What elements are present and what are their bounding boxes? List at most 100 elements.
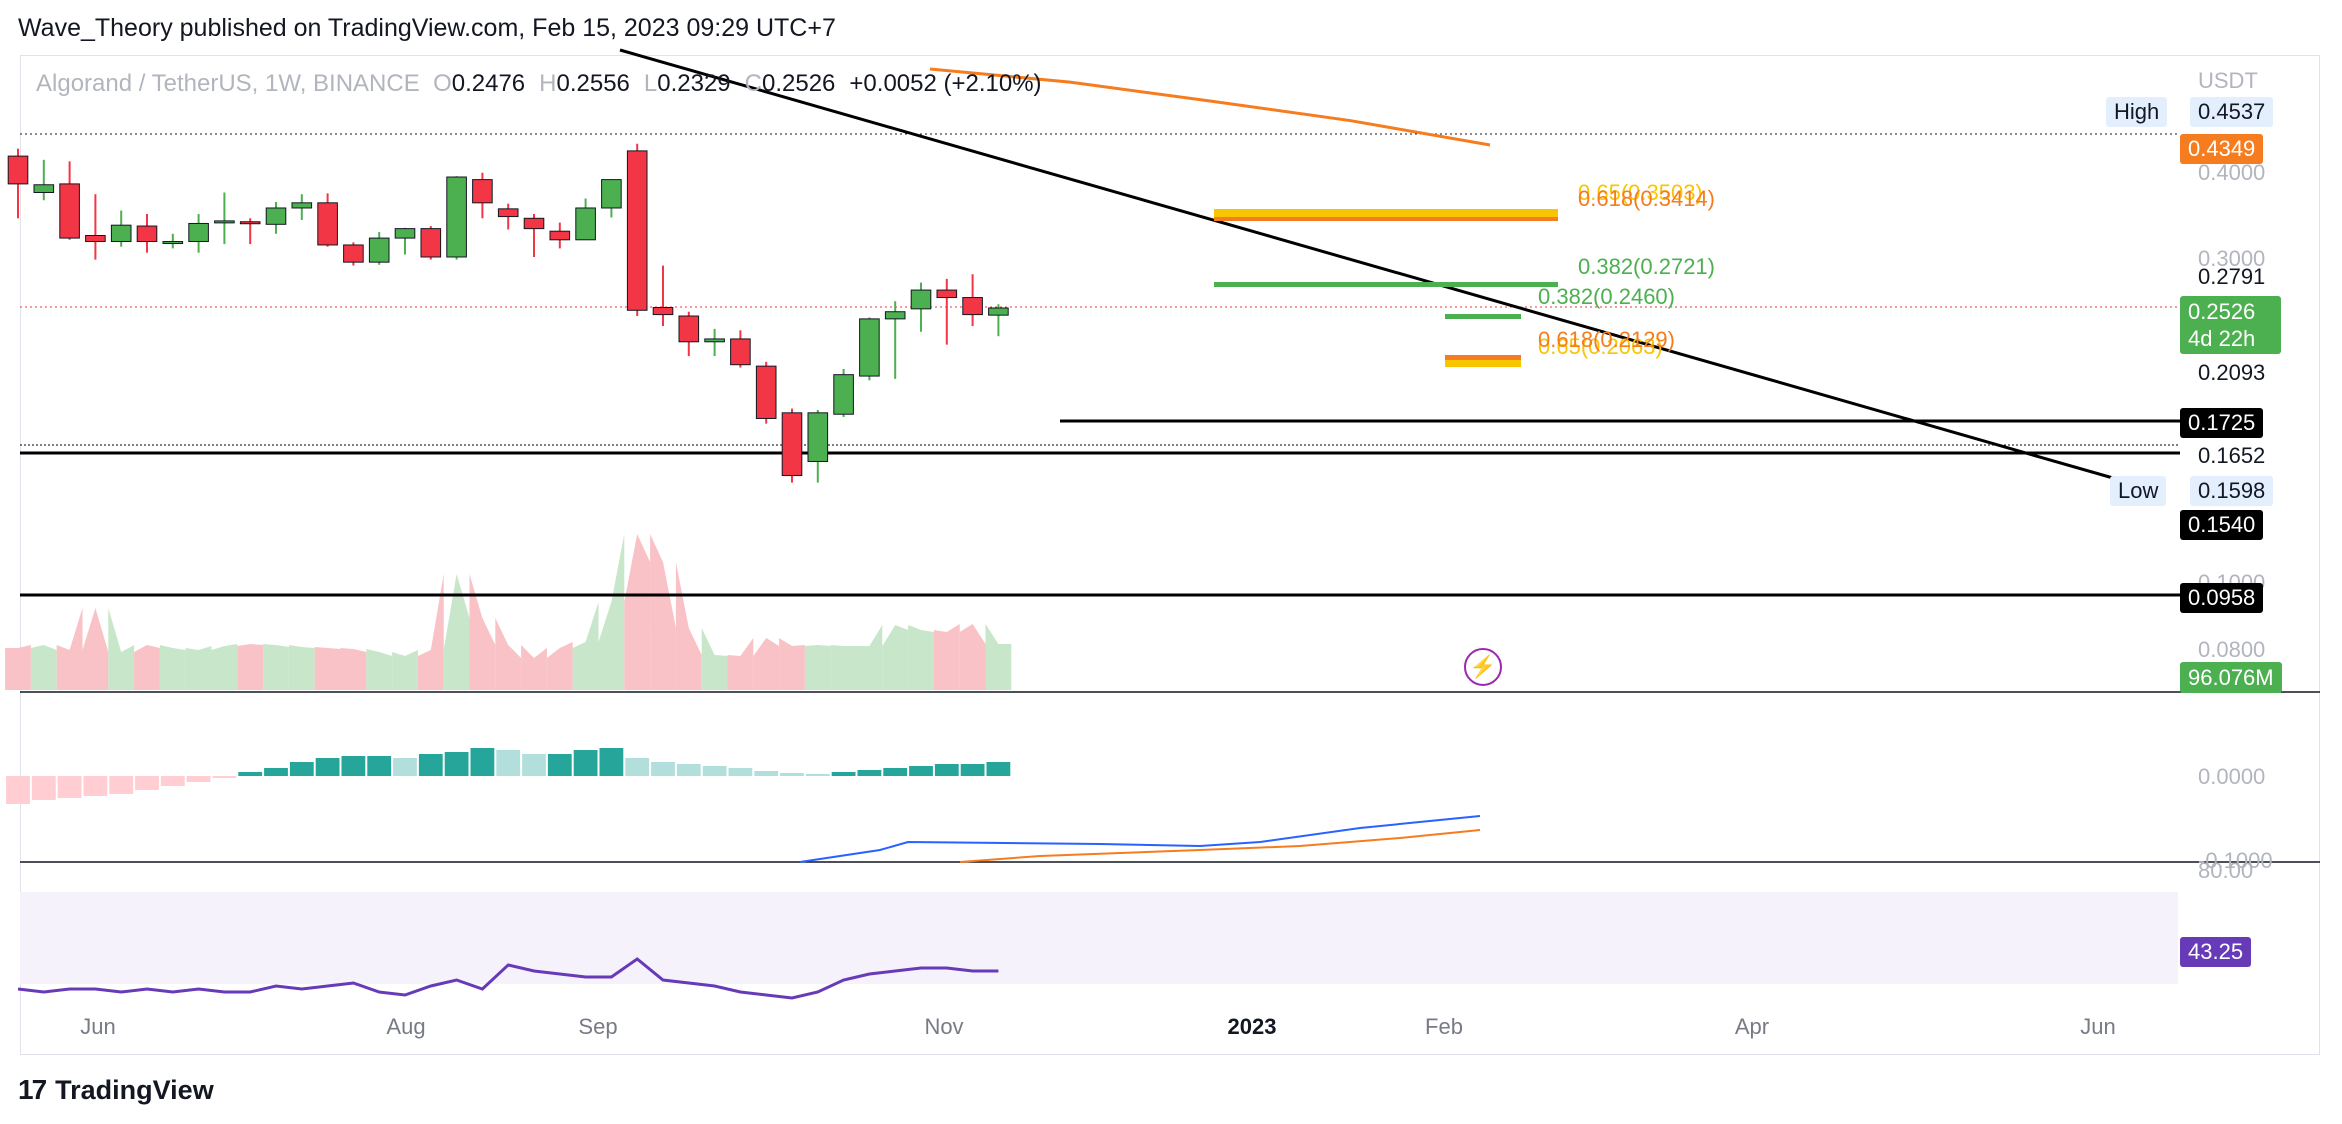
price-tick-04: 0.4000 xyxy=(2198,160,2266,185)
candle-body xyxy=(781,412,803,477)
macd-pane xyxy=(6,748,1481,863)
low-marker-label: Low xyxy=(2110,476,2167,506)
candle-body xyxy=(678,315,700,343)
level-0-1725: 0.1725 xyxy=(2180,408,2264,438)
low-marker-value: 0.1598 xyxy=(2190,476,2274,506)
volume-bar xyxy=(288,645,315,690)
rsi-pane xyxy=(17,957,999,1000)
fib-label-0618-bottom: 0.618(0.2129) xyxy=(1538,327,1675,352)
volume-bar xyxy=(82,608,109,690)
macd-bar xyxy=(418,754,443,776)
chart-frame[interactable] xyxy=(20,55,2320,1055)
candle-body xyxy=(549,230,571,241)
open-value: 0.2476 xyxy=(451,70,526,97)
volume-bar xyxy=(56,608,83,690)
volume-bar xyxy=(908,625,934,690)
macd-bar xyxy=(883,768,908,776)
symbol-legend: Algorand / TetherUS, 1W, BINANCE O0.2476… xyxy=(36,70,1042,98)
ma-price-label: 0.4349 xyxy=(2180,134,2264,164)
change-value: +0.0052 (+2.10%) xyxy=(849,70,1042,97)
fib-label-065-top: 0.65(0.3503) xyxy=(1578,180,1703,205)
volume-bar xyxy=(314,647,341,690)
candle-body xyxy=(368,237,390,263)
level-0-2791: 0.2791 xyxy=(2198,264,2266,289)
macd-bar xyxy=(341,756,366,776)
fib-label-0618-top: 0.618(0.3414) xyxy=(1578,186,1715,211)
lightning-icon[interactable]: ⚡ xyxy=(1464,648,1502,686)
macd-bar xyxy=(676,764,701,776)
open-label: O xyxy=(433,70,452,97)
volume-bar xyxy=(366,649,393,690)
volume-pane xyxy=(5,534,1012,690)
bar-countdown: 4d 22h xyxy=(2188,326,2256,351)
tradingview-logo-icon: 17 xyxy=(18,1074,47,1105)
close-label: C xyxy=(744,70,762,97)
candle-body xyxy=(162,241,184,245)
candle-body xyxy=(730,338,751,366)
publish-header: Wave_Theory published on TradingView.com… xyxy=(18,14,836,42)
rsi-tick-80: 80.00 xyxy=(2198,858,2254,883)
volume-bar xyxy=(804,645,831,690)
candle-body xyxy=(704,338,725,343)
volume-bar xyxy=(675,562,702,690)
low-value: 0.2329 xyxy=(657,70,731,97)
macd-bar xyxy=(831,772,856,776)
volume-bar xyxy=(856,625,883,690)
macd-bar xyxy=(315,758,340,776)
close-value: 0.2526 xyxy=(762,70,836,97)
last-price-label: 0.2526 4d 22h xyxy=(2180,296,2281,354)
candle-body xyxy=(884,311,906,320)
volume-value-label: 96.076M xyxy=(2180,662,2282,693)
macd-bar xyxy=(6,776,30,804)
macd-bar xyxy=(367,756,392,776)
macd-bar xyxy=(238,772,263,776)
volume-bar xyxy=(443,574,470,690)
macd-bar xyxy=(212,776,237,778)
high-marker-value: 0.4537 xyxy=(2190,97,2274,127)
macd-bar xyxy=(728,768,753,776)
macd-bar xyxy=(31,776,56,800)
candle-body xyxy=(497,208,519,218)
volume-bar xyxy=(779,638,805,690)
rsi-value-label: 43.25 xyxy=(2180,937,2252,967)
macd-bar xyxy=(573,750,598,776)
volume-bar xyxy=(108,608,135,690)
rsi-band xyxy=(20,892,2178,984)
x-label-aug: Aug xyxy=(386,1014,426,1039)
fib-band-top-gold xyxy=(1214,209,1558,217)
volume-bar xyxy=(959,624,986,690)
candle-body xyxy=(988,307,1009,316)
fib-label-0382-b: 0.382(0.2460) xyxy=(1538,284,1675,309)
fib-band-green-b xyxy=(1445,314,1521,319)
candle-body xyxy=(343,244,364,263)
low-label: L xyxy=(643,70,658,97)
candle-body xyxy=(523,217,545,230)
macd-bar xyxy=(754,771,779,776)
macd-bar xyxy=(651,762,675,776)
price-tick-03: 0.3000 xyxy=(2198,246,2266,271)
symbol-name: Algorand / TetherUS, 1W, BINANCE xyxy=(36,70,420,97)
volume-bar xyxy=(882,625,909,690)
macd-bar xyxy=(909,766,933,776)
price-tick-008: 0.0800 xyxy=(2198,637,2266,662)
candle-body xyxy=(420,228,442,258)
macd-bar xyxy=(857,770,882,776)
tradingview-footer[interactable]: 17 TradingView xyxy=(18,1074,214,1106)
macd-bar xyxy=(393,758,417,776)
macd-bar xyxy=(780,773,804,776)
volume-bar xyxy=(598,534,625,690)
candle-body xyxy=(807,412,829,462)
fib-label-065-bottom: 0.65(0.2063) xyxy=(1538,334,1663,359)
x-label-jun-2: Jun xyxy=(2080,1014,2116,1039)
x-label-feb: Feb xyxy=(1425,1014,1463,1039)
macd-bar xyxy=(289,762,314,776)
macd-bar xyxy=(496,750,521,776)
macd-line xyxy=(799,815,1481,863)
macd-tick-0: 0.0000 xyxy=(2198,764,2266,789)
volume-bar xyxy=(417,574,444,690)
macd-bar xyxy=(934,764,959,776)
candle-body xyxy=(265,207,287,225)
macd-bar xyxy=(57,776,82,798)
volume-bar xyxy=(392,650,418,690)
